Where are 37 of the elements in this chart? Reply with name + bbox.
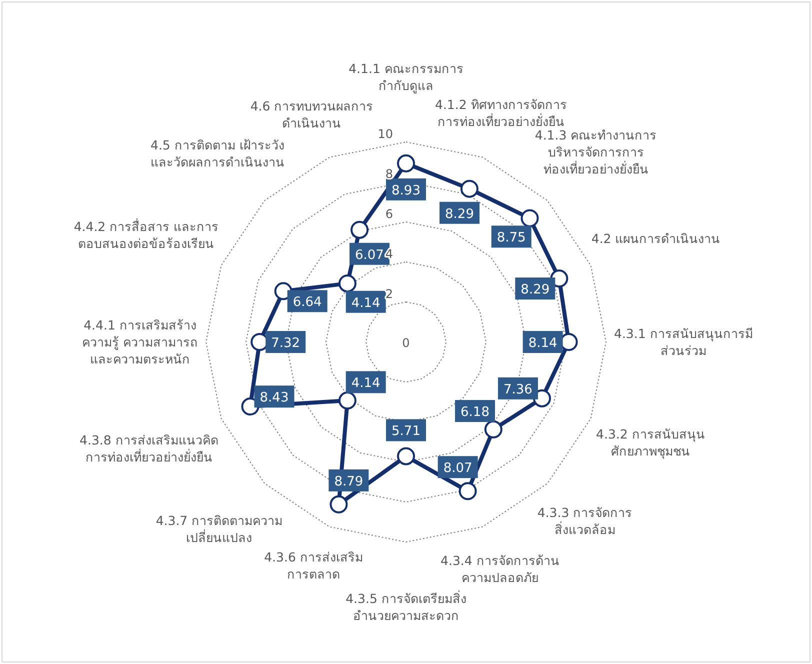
data-label: 7.36 bbox=[504, 382, 532, 398]
data-label: 8.07 bbox=[443, 461, 472, 476]
data-label: 6.64 bbox=[292, 295, 322, 310]
spoke-label: 4.3.1 การสนับสนุนการมี ส่วนร่วม bbox=[614, 326, 753, 358]
data-label: 8.79 bbox=[334, 474, 364, 490]
y-tick-label: 0 bbox=[402, 336, 410, 350]
spoke-label: 4.6 การทบทวนผลการ ดำเนินงาน bbox=[250, 98, 374, 130]
spoke-label: 4.3.3 การจัดการ สิ่งแวดล้อม bbox=[537, 504, 632, 537]
data-label: 8.29 bbox=[445, 206, 474, 222]
y-tick-label: 6 bbox=[385, 207, 393, 221]
spoke-label: 4.4.1 การเสริมสร้าง ความรู้ ความสามารถ และความตระหนัก bbox=[82, 318, 198, 366]
spoke-label: 4.5 การติดตาม เฝ้าระวัง และวัดผลการดำเนินงาน bbox=[150, 137, 284, 170]
spoke-label: 4.3.4 การจัดการด้าน ความปลอดภัย bbox=[440, 552, 560, 585]
data-label: 4.14 bbox=[351, 376, 380, 392]
data-label: 7.32 bbox=[271, 336, 300, 351]
data-label: 5.71 bbox=[392, 424, 420, 440]
data-label: 8.75 bbox=[496, 230, 526, 246]
spoke-label: 4.3.5 การจัดเตรียมสิ่ง อำนวยความสะดวก bbox=[346, 590, 466, 623]
spoke-label: 4.1.1 คณะกรรมการ กำกับดูแล bbox=[348, 61, 464, 94]
data-label: 8.43 bbox=[260, 390, 289, 406]
spoke-label: 4.3.2 การสนับสนุน ศักยภาพชุมชน bbox=[596, 426, 705, 460]
spoke-label: 4.3.7 การติดตามความ เปลี่ยนแปลง bbox=[156, 512, 283, 545]
data-label: 6.18 bbox=[460, 405, 490, 420]
data-label: 6.07 bbox=[355, 248, 384, 263]
data-label: 4.14 bbox=[351, 296, 380, 311]
data-label: 8.14 bbox=[528, 336, 558, 351]
data-label: 8.93 bbox=[392, 183, 420, 198]
spoke-label: 4.3.6 การส่งเสริม การตลาด bbox=[264, 549, 363, 582]
spoke-label: 4.2 แผนการดำเนินงาน bbox=[591, 231, 720, 246]
spoke-label: 4.1.2 ทิศทางการจัดการ การท่องเที่ยวอย่างยั่งยืน bbox=[435, 96, 567, 129]
spoke-label: 4.3.8 การส่งเสริมแนวคิด การท่องเที่ยวอย่างยั่งยืน bbox=[80, 432, 218, 464]
y-tick-label: 10 bbox=[378, 127, 393, 141]
y-tick-label: 8 bbox=[385, 167, 393, 181]
spoke-label: 4.1.3 คณะทำงานการ บริหารจัดการการ ท่องเที่ยวอย่างยั่งยืน bbox=[534, 128, 657, 177]
data-label: 8.29 bbox=[520, 282, 550, 298]
y-tick-label: 2 bbox=[385, 287, 393, 301]
spoke-label: 4.4.2 การสื่อสาร และการ ตอบสนองต่อข้อร้องเรียน bbox=[74, 218, 219, 251]
